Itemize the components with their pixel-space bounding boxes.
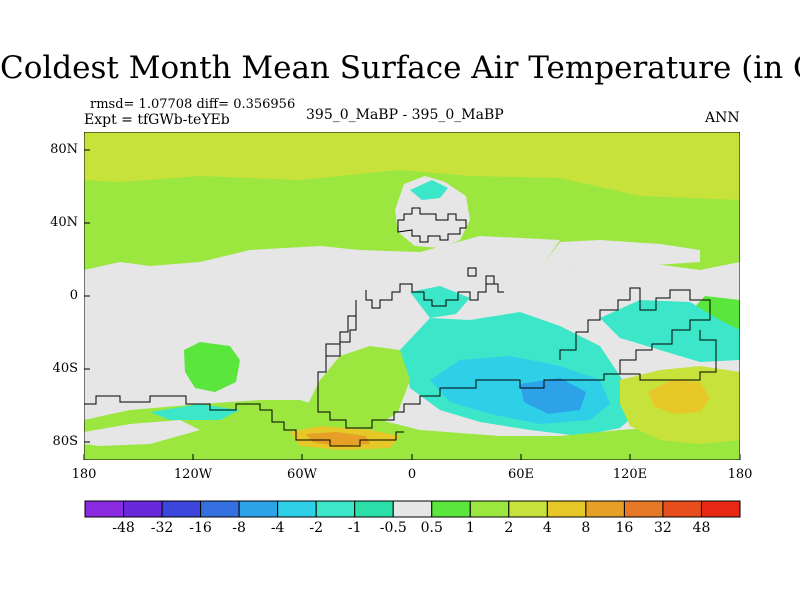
colorbar-label: -32 xyxy=(150,520,174,536)
coastline-australia xyxy=(620,330,717,381)
colorbar-label: -2 xyxy=(309,520,323,536)
field-indian-ocean-coolest xyxy=(520,378,586,414)
colorbar-label: -1 xyxy=(347,520,362,536)
field-antarctic-neutral xyxy=(84,420,200,446)
colorbar-swatch xyxy=(315,500,356,518)
colorbar-label: 0.5 xyxy=(420,520,443,536)
colorbar-swatch xyxy=(431,500,471,518)
field-antarctic-band xyxy=(84,400,740,460)
y-tick-label: 40S xyxy=(52,361,78,376)
x-tick-label: 60W xyxy=(287,467,317,482)
field-south-pacific-warm xyxy=(184,342,240,392)
colorbar-swatch xyxy=(392,500,433,518)
colorbar-swatch xyxy=(84,500,125,518)
y-tick-label: 80S xyxy=(52,434,78,449)
colorbar-swatch xyxy=(623,500,664,518)
colorbar-swatch xyxy=(238,500,279,518)
colorbar-swatch xyxy=(585,500,625,518)
colorbar-swatch xyxy=(469,500,510,518)
x-tick-label: 0 xyxy=(407,467,417,482)
coastline-southern-continent xyxy=(317,287,711,429)
colorbar-label: 16 xyxy=(615,520,634,536)
y-tick-label: 0 xyxy=(69,288,78,303)
x-tick-label: 120W xyxy=(173,467,213,482)
x-tick-label: 180 xyxy=(71,467,97,482)
colorbar-label: -4 xyxy=(270,520,285,536)
coastline-islands xyxy=(467,267,495,285)
y-axis-ticks xyxy=(84,149,90,443)
y-tick-label: 80N xyxy=(50,142,78,157)
coastline-europe xyxy=(397,207,467,243)
experiment-label: Expt = tfGWb-teYEb xyxy=(84,112,230,128)
colorbar-label: -0.5 xyxy=(379,520,407,536)
y-tick-label: 40N xyxy=(50,215,78,230)
coastline-antarctica xyxy=(84,395,404,447)
colorbar-label: 8 xyxy=(581,520,591,536)
field-australia-hot xyxy=(648,380,710,414)
colorbar-swatch xyxy=(123,500,163,518)
center-subtitle: 395_0_MaBP - 395_0_MaBP xyxy=(306,107,504,123)
period-label: ANN xyxy=(705,110,740,126)
plot-title: Coldest Month Mean Surface Air Temperatu… xyxy=(0,50,800,86)
field-pacific-cool xyxy=(600,300,740,362)
stats-label: rmsd= 1.07708 diff= 0.356956 xyxy=(90,97,296,112)
colorbar xyxy=(84,500,741,518)
colorbar-swatch xyxy=(354,500,394,518)
x-tick-label: 180 xyxy=(727,467,753,482)
colorbar-label: 48 xyxy=(692,520,711,536)
field-southern-ocean-cool xyxy=(150,404,240,420)
coastline-south-america xyxy=(325,315,356,356)
colorbar-swatch xyxy=(508,500,548,518)
x-tick-label: 120E xyxy=(612,467,648,482)
field-asia-neutral xyxy=(545,240,700,272)
colorbar-swatch xyxy=(662,500,702,518)
colorbar-label: -16 xyxy=(189,520,212,536)
colorbar-label: 2 xyxy=(504,520,514,536)
colorbar-swatch xyxy=(700,500,741,518)
x-tick-label: 60E xyxy=(507,467,535,482)
field-europe-cool xyxy=(410,180,448,200)
x-axis-ticks xyxy=(83,454,741,460)
colorbar-swatch xyxy=(546,500,587,518)
colorbar-label: -48 xyxy=(112,520,135,536)
colorbar-label: 32 xyxy=(654,520,672,536)
field-arctic-band xyxy=(84,132,740,200)
coastline-africa-north xyxy=(365,283,504,309)
colorbar-swatch xyxy=(161,500,202,518)
temperature-field xyxy=(84,132,740,460)
colorbar-swatch xyxy=(277,500,317,518)
colorbar-swatch xyxy=(200,500,240,518)
field-antarctic-hot xyxy=(306,432,370,446)
field-atlantic-cool xyxy=(410,286,470,318)
colorbar-label: -8 xyxy=(232,520,246,536)
colorbar-label: 4 xyxy=(542,520,552,536)
field-europe-neutral xyxy=(395,176,470,248)
colorbar-label: 1 xyxy=(465,520,475,536)
